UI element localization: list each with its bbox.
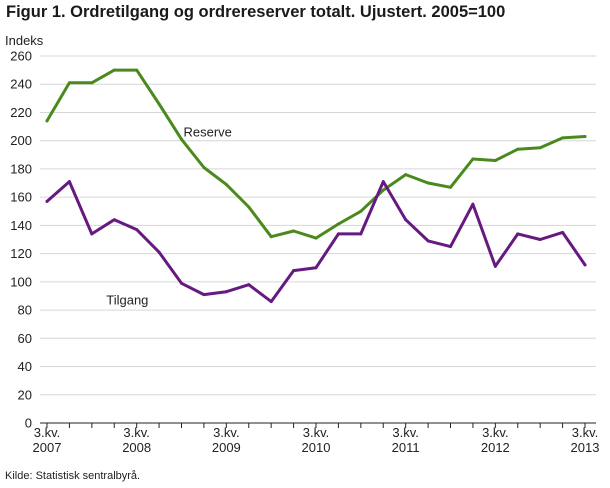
data-point-tilgang-9 [247,283,251,287]
series-label-reserve: Reserve [184,124,232,139]
x-tick-label-20-quarter: 3.kv. [482,425,509,440]
data-point-reserve-16 [404,173,408,177]
data-point-tilgang-18 [449,245,452,249]
data-point-reserve-21 [516,147,520,151]
data-point-reserve-10 [269,235,273,239]
data-point-tilgang-4 [135,228,139,232]
y-tick-label-20: 20 [18,387,32,402]
x-tick-label-8-quarter: 3.kv. [213,425,240,440]
y-tick-label-200: 200 [10,133,32,148]
series-line-tilgang [45,180,587,304]
grid-layer [40,55,596,396]
data-point-reserve-23 [561,136,565,140]
x-tick-label-16-year: 2011 [392,440,420,455]
data-point-reserve-8 [224,182,228,186]
y-tick-label-140: 140 [10,218,32,233]
data-point-reserve-6 [180,137,183,141]
data-point-reserve-7 [202,166,206,170]
data-point-tilgang-13 [336,232,340,236]
data-point-tilgang-20 [493,264,497,268]
source-note: Kilde: Statistisk sentralbyrå. [5,470,141,482]
x-tick-label-0-quarter: 3.kv. [34,425,61,440]
data-point-tilgang-24 [583,263,587,267]
data-point-reserve-2 [90,81,94,85]
chart-title: Figur 1. Ordretilgang og ordrereserver t… [6,3,506,21]
data-point-tilgang-14 [359,232,363,236]
data-point-tilgang-3 [112,218,116,222]
series-label-tilgang: Tilgang [106,293,148,308]
data-point-tilgang-5 [157,250,161,254]
data-point-tilgang-1 [67,180,71,184]
y-tick-label-240: 240 [10,77,32,92]
label-layer: Reserve Tilgang [106,124,232,307]
x-tick-label-4-year: 2008 [122,440,151,455]
y-tick-label-100: 100 [10,274,32,289]
x-tick-label-4-quarter: 3.kv. [123,425,150,440]
data-point-tilgang-16 [404,218,408,222]
x-tick-label-12-quarter: 3.kv. [303,425,330,440]
y-tick-label-160: 160 [10,190,32,205]
data-point-tilgang-22 [538,238,542,241]
data-point-tilgang-0 [45,199,49,203]
data-point-reserve-18 [449,185,452,189]
y-tick-label-120: 120 [10,246,32,261]
x-tick-label-12-year: 2010 [302,440,331,455]
data-point-reserve-4 [135,68,139,72]
x-tick-label-16-quarter: 3.kv. [392,425,419,440]
data-point-tilgang-21 [516,232,520,236]
series-layer [45,68,587,304]
data-point-reserve-22 [538,146,542,150]
x-tick-label-24-year: 2013 [571,440,600,455]
data-point-reserve-24 [583,134,587,138]
data-point-reserve-11 [292,229,296,233]
data-point-tilgang-8 [224,290,228,294]
data-point-reserve-20 [493,158,497,162]
y-tick-label-180: 180 [10,161,32,176]
data-point-tilgang-11 [292,269,296,273]
data-point-tilgang-12 [314,266,318,270]
x-tick-label-24-quarter: 3.kv. [572,425,599,440]
data-point-reserve-9 [247,205,251,209]
data-point-reserve-15 [381,188,385,192]
data-point-tilgang-2 [90,232,94,236]
data-point-reserve-0 [45,119,49,123]
data-point-tilgang-19 [471,202,475,206]
data-point-reserve-1 [67,81,71,85]
y-tick-label-60: 60 [18,331,32,346]
data-point-tilgang-10 [269,300,273,304]
data-point-tilgang-23 [561,230,565,234]
series-line-reserve [45,68,587,240]
data-point-reserve-17 [426,181,430,185]
x-tick-label-8-year: 2009 [212,440,241,455]
y-tick-label-0: 0 [25,416,32,431]
data-point-reserve-5 [157,102,161,106]
data-point-reserve-19 [471,157,475,161]
x-tick-label-0-year: 2007 [33,440,62,455]
y-tick-label-220: 220 [10,105,32,120]
data-point-reserve-13 [336,222,340,226]
y-tick-label-80: 80 [18,303,32,318]
data-point-reserve-14 [359,209,363,213]
y-tick-label-260: 260 [10,49,32,64]
data-point-reserve-3 [112,68,116,72]
data-point-tilgang-6 [180,281,183,285]
axis-layer: 0 20 40 60 80 100 120 140 160 180 200 220 240 260 3.kv… [10,49,599,456]
data-point-tilgang-17 [426,239,430,243]
data-point-tilgang-7 [202,293,206,297]
x-tick-label-20-year: 2012 [481,440,510,455]
y-tick-label-40: 40 [18,359,32,374]
data-point-tilgang-15 [381,180,385,184]
data-point-reserve-12 [314,236,318,240]
y-axis-label: Indeks [5,33,44,48]
